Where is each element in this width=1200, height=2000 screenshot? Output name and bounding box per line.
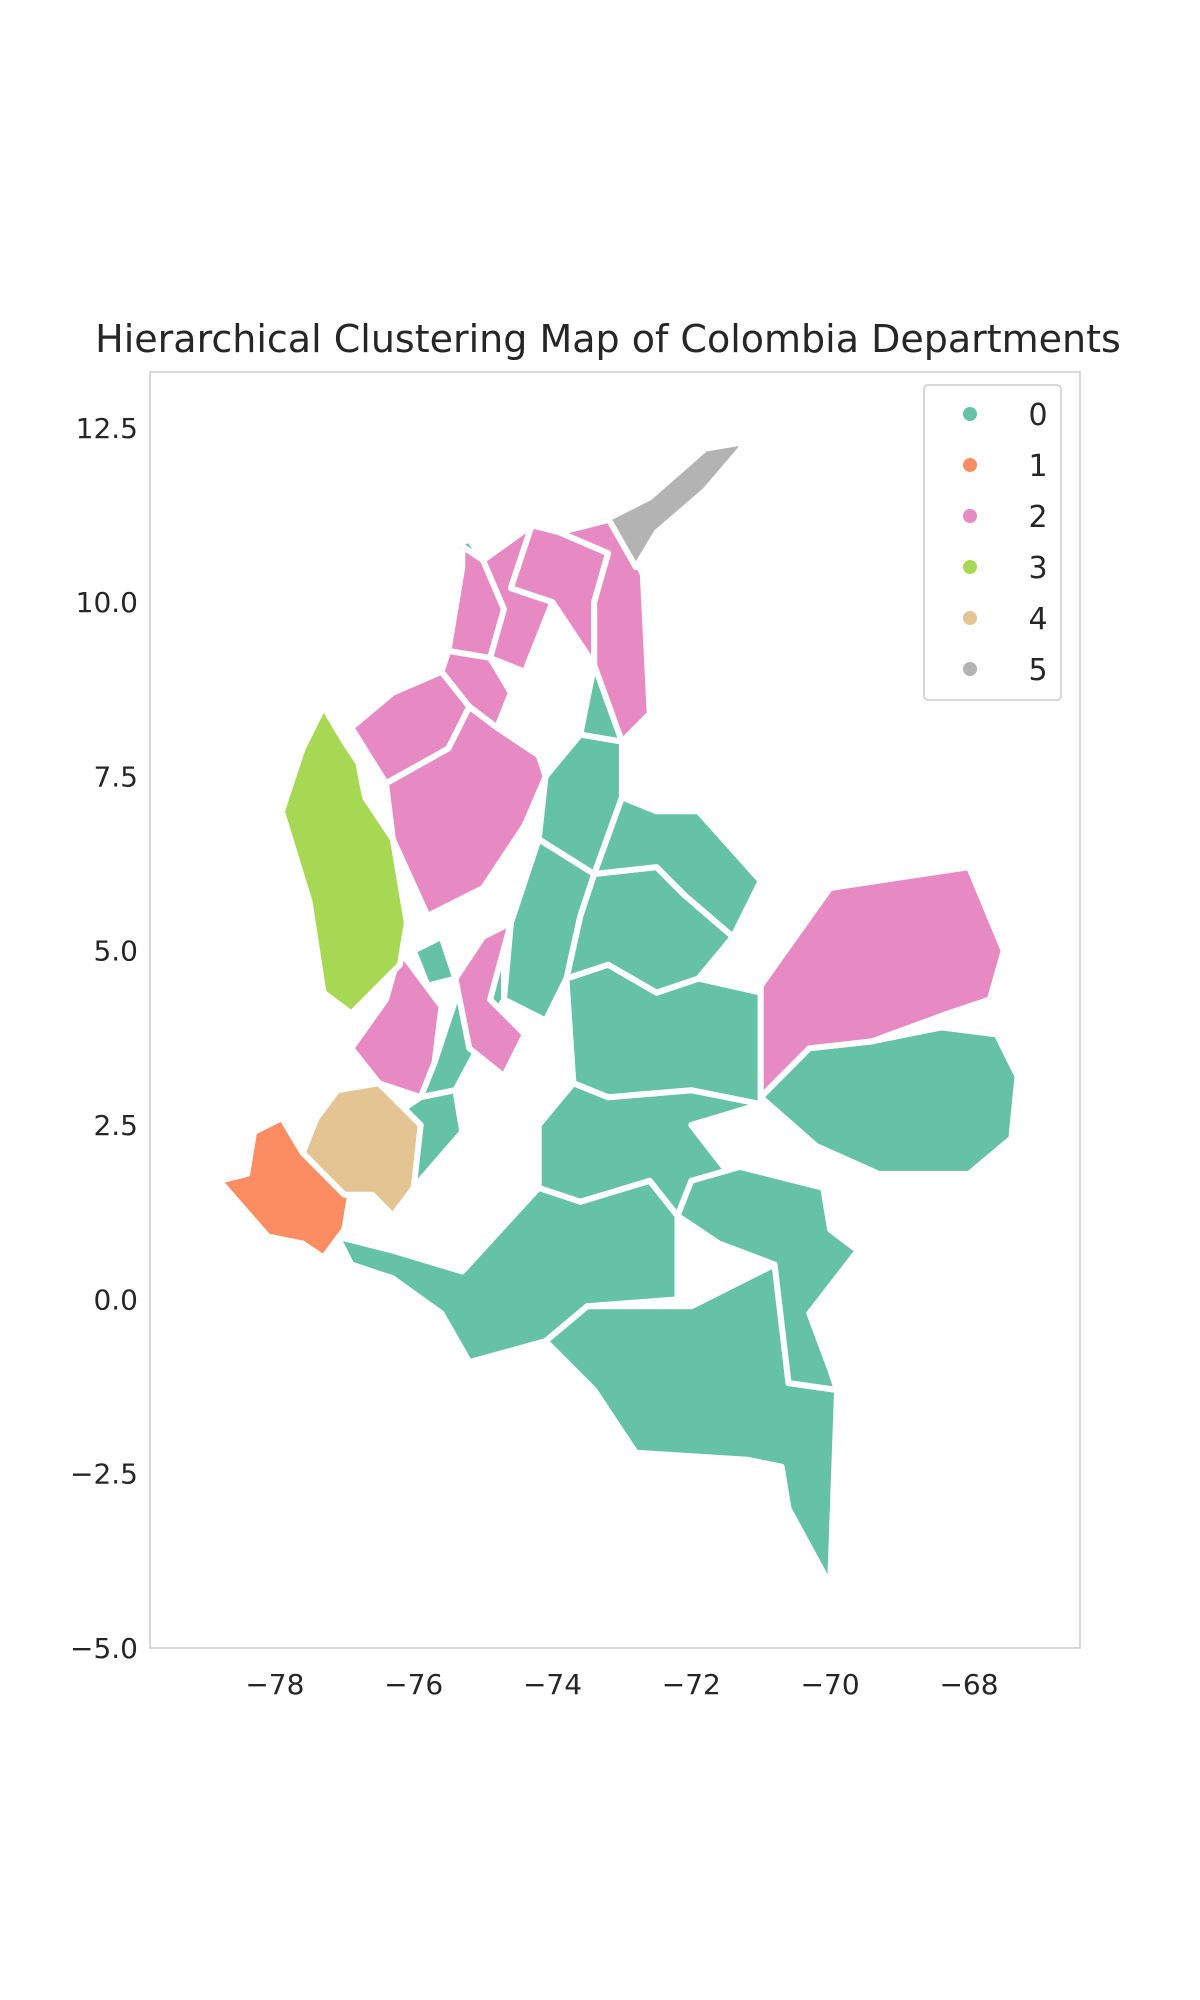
y-tick-label: 0.0	[93, 1283, 138, 1316]
department-region-cluster-0	[591, 794, 764, 940]
legend-label-3: 3	[1028, 551, 1047, 586]
legend-label-1: 1	[1028, 449, 1047, 484]
legend: 0 1 2 3 4 5	[923, 384, 1062, 701]
legend-label-4: 4	[1028, 602, 1047, 637]
department-region-cluster-2	[757, 864, 1007, 1101]
x-tick-label: −76	[384, 1668, 443, 1701]
legend-marker-0	[963, 407, 977, 421]
x-tick-label: −72	[662, 1668, 721, 1701]
legend-items: 0 1 2 3 4 5	[963, 398, 1048, 688]
department-region-cluster-4	[299, 1080, 424, 1219]
map-regions	[216, 438, 1042, 1589]
legend-box	[923, 384, 1062, 701]
department-region-cluster-0	[501, 836, 598, 1024]
legend-marker-3	[963, 560, 977, 574]
department-region-cluster-5	[605, 438, 750, 571]
y-axis-ticks: −5.0 −2.5 0.0 2.5 5.0 7.5 10.0 12.5	[70, 412, 138, 1665]
department-region-cluster-0	[542, 1261, 841, 1589]
x-tick-label: −78	[245, 1668, 304, 1701]
x-tick-label: −70	[801, 1668, 860, 1701]
legend-marker-2	[963, 509, 977, 523]
y-tick-label: −2.5	[70, 1458, 138, 1491]
legend-label-5: 5	[1028, 653, 1047, 688]
legend-marker-1	[963, 458, 977, 472]
department-region-cluster-0	[674, 1163, 861, 1393]
y-tick-label: 5.0	[93, 935, 138, 968]
x-tick-label: −74	[523, 1668, 582, 1701]
y-tick-label: −5.0	[70, 1632, 138, 1665]
x-axis-ticks: −78 −76 −74 −72 −70 −68	[245, 1668, 998, 1701]
x-tick-label: −68	[939, 1668, 998, 1701]
y-tick-label: 7.5	[93, 760, 138, 793]
legend-label-2: 2	[1028, 500, 1047, 535]
department-region-cluster-3	[278, 703, 410, 1017]
department-region-cluster-2	[348, 947, 445, 1101]
chart-title: Hierarchical Clustering Map of Colombia …	[95, 317, 1121, 361]
legend-label-0: 0	[1028, 398, 1047, 433]
department-region-cluster-2	[452, 919, 528, 1080]
y-tick-label: 10.0	[76, 586, 138, 619]
y-tick-label: 2.5	[93, 1109, 138, 1142]
y-tick-label: 12.5	[76, 412, 138, 445]
legend-marker-4	[963, 611, 977, 625]
department-region-cluster-2	[383, 703, 549, 919]
legend-marker-5	[963, 662, 977, 676]
